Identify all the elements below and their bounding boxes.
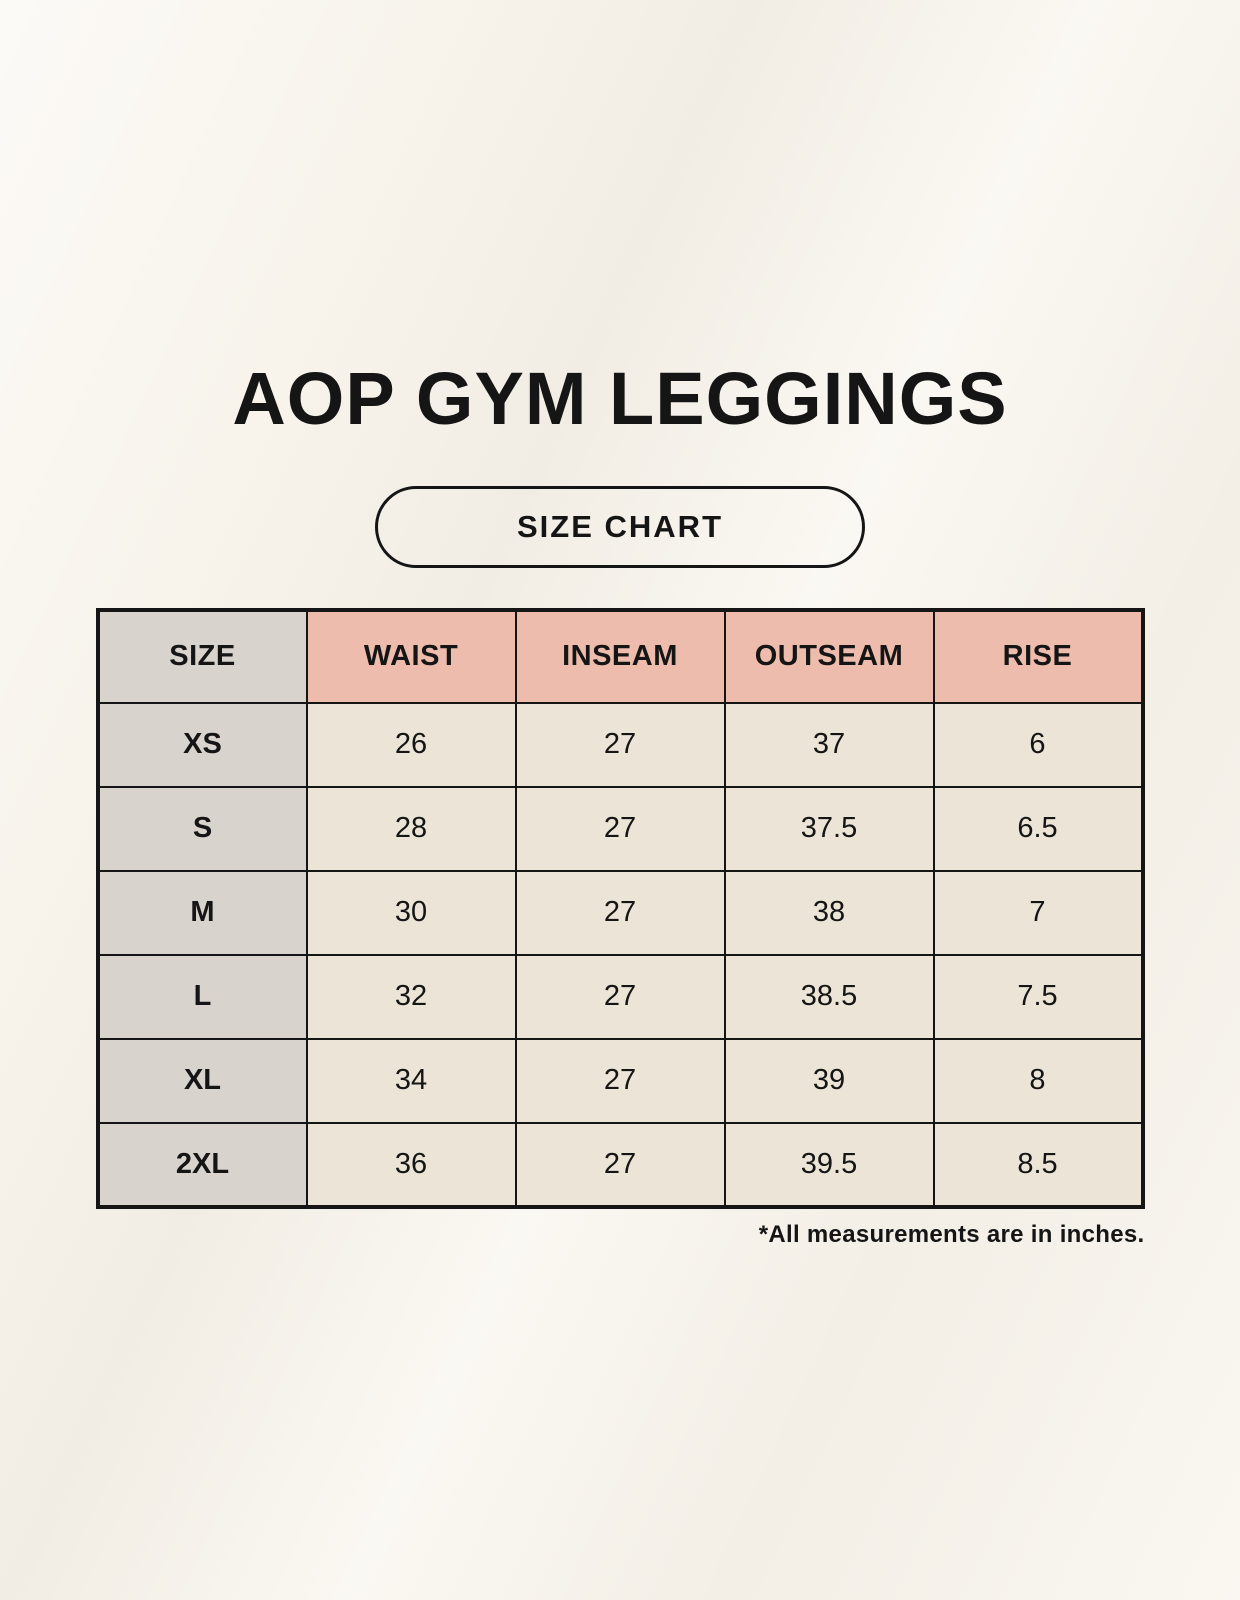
table-cell: 6 xyxy=(932,701,1144,788)
table-cell: 37.5 xyxy=(723,785,935,872)
table-cell: 6.5 xyxy=(932,785,1144,872)
table-cell: 37 xyxy=(723,701,935,788)
column-header-rise: RISE xyxy=(932,608,1144,704)
header-row: SIZE WAIST INSEAM OUTSEAM RISE xyxy=(96,608,1144,704)
table-body: XS 26 27 37 6 S 28 27 37.5 6.5 M 30 27 3… xyxy=(96,701,1144,1208)
size-label: S xyxy=(96,785,308,872)
table-cell: 27 xyxy=(514,953,726,1040)
page-title: AOP GYM LEGGINGS xyxy=(232,357,1008,440)
table-cell: 7 xyxy=(932,869,1144,956)
table-cell: 39.5 xyxy=(723,1121,935,1208)
column-header-inseam: INSEAM xyxy=(514,608,726,704)
size-chart-table: SIZE WAIST INSEAM OUTSEAM RISE XS 26 27 … xyxy=(95,607,1145,1209)
table-cell: 27 xyxy=(514,701,726,788)
table-cell: 34 xyxy=(305,1037,517,1124)
column-header-outseam: OUTSEAM xyxy=(723,608,935,704)
table-cell: 27 xyxy=(514,1121,726,1208)
size-label: L xyxy=(96,953,308,1040)
table-cell: 32 xyxy=(305,953,517,1040)
table-row-s: S 28 27 37.5 6.5 xyxy=(96,785,1144,872)
table-row-l: L 32 27 38.5 7.5 xyxy=(96,953,1144,1040)
table-cell: 27 xyxy=(514,785,726,872)
table-cell: 30 xyxy=(305,869,517,956)
table-row-xl: XL 34 27 39 8 xyxy=(96,1037,1144,1124)
table-cell: 27 xyxy=(514,1037,726,1124)
column-header-size: SIZE xyxy=(96,608,308,704)
table-cell: 38 xyxy=(723,869,935,956)
table-cell: 28 xyxy=(305,785,517,872)
table-row-xs: XS 26 27 37 6 xyxy=(96,701,1144,788)
column-header-waist: WAIST xyxy=(305,608,517,704)
table-cell: 36 xyxy=(305,1121,517,1208)
table-header: SIZE WAIST INSEAM OUTSEAM RISE xyxy=(96,608,1144,704)
table-cell: 27 xyxy=(514,869,726,956)
table-cell: 7.5 xyxy=(932,953,1144,1040)
table-row-m: M 30 27 38 7 xyxy=(96,869,1144,956)
table-row-2xl: 2XL 36 27 39.5 8.5 xyxy=(96,1121,1144,1208)
table-cell: 38.5 xyxy=(723,953,935,1040)
size-label: M xyxy=(96,869,308,956)
size-label: XL xyxy=(96,1037,308,1124)
measurements-footnote: *All measurements are in inches. xyxy=(758,1220,1145,1248)
table-cell: 8.5 xyxy=(932,1121,1144,1208)
table-cell: 39 xyxy=(723,1037,935,1124)
badge-container: SIZE CHART xyxy=(0,485,1240,568)
size-label: XS xyxy=(96,701,308,788)
size-chart-badge: SIZE CHART xyxy=(375,485,865,568)
table-cell: 8 xyxy=(932,1037,1144,1124)
table-cell: 26 xyxy=(305,701,517,788)
size-label: 2XL xyxy=(96,1121,308,1208)
